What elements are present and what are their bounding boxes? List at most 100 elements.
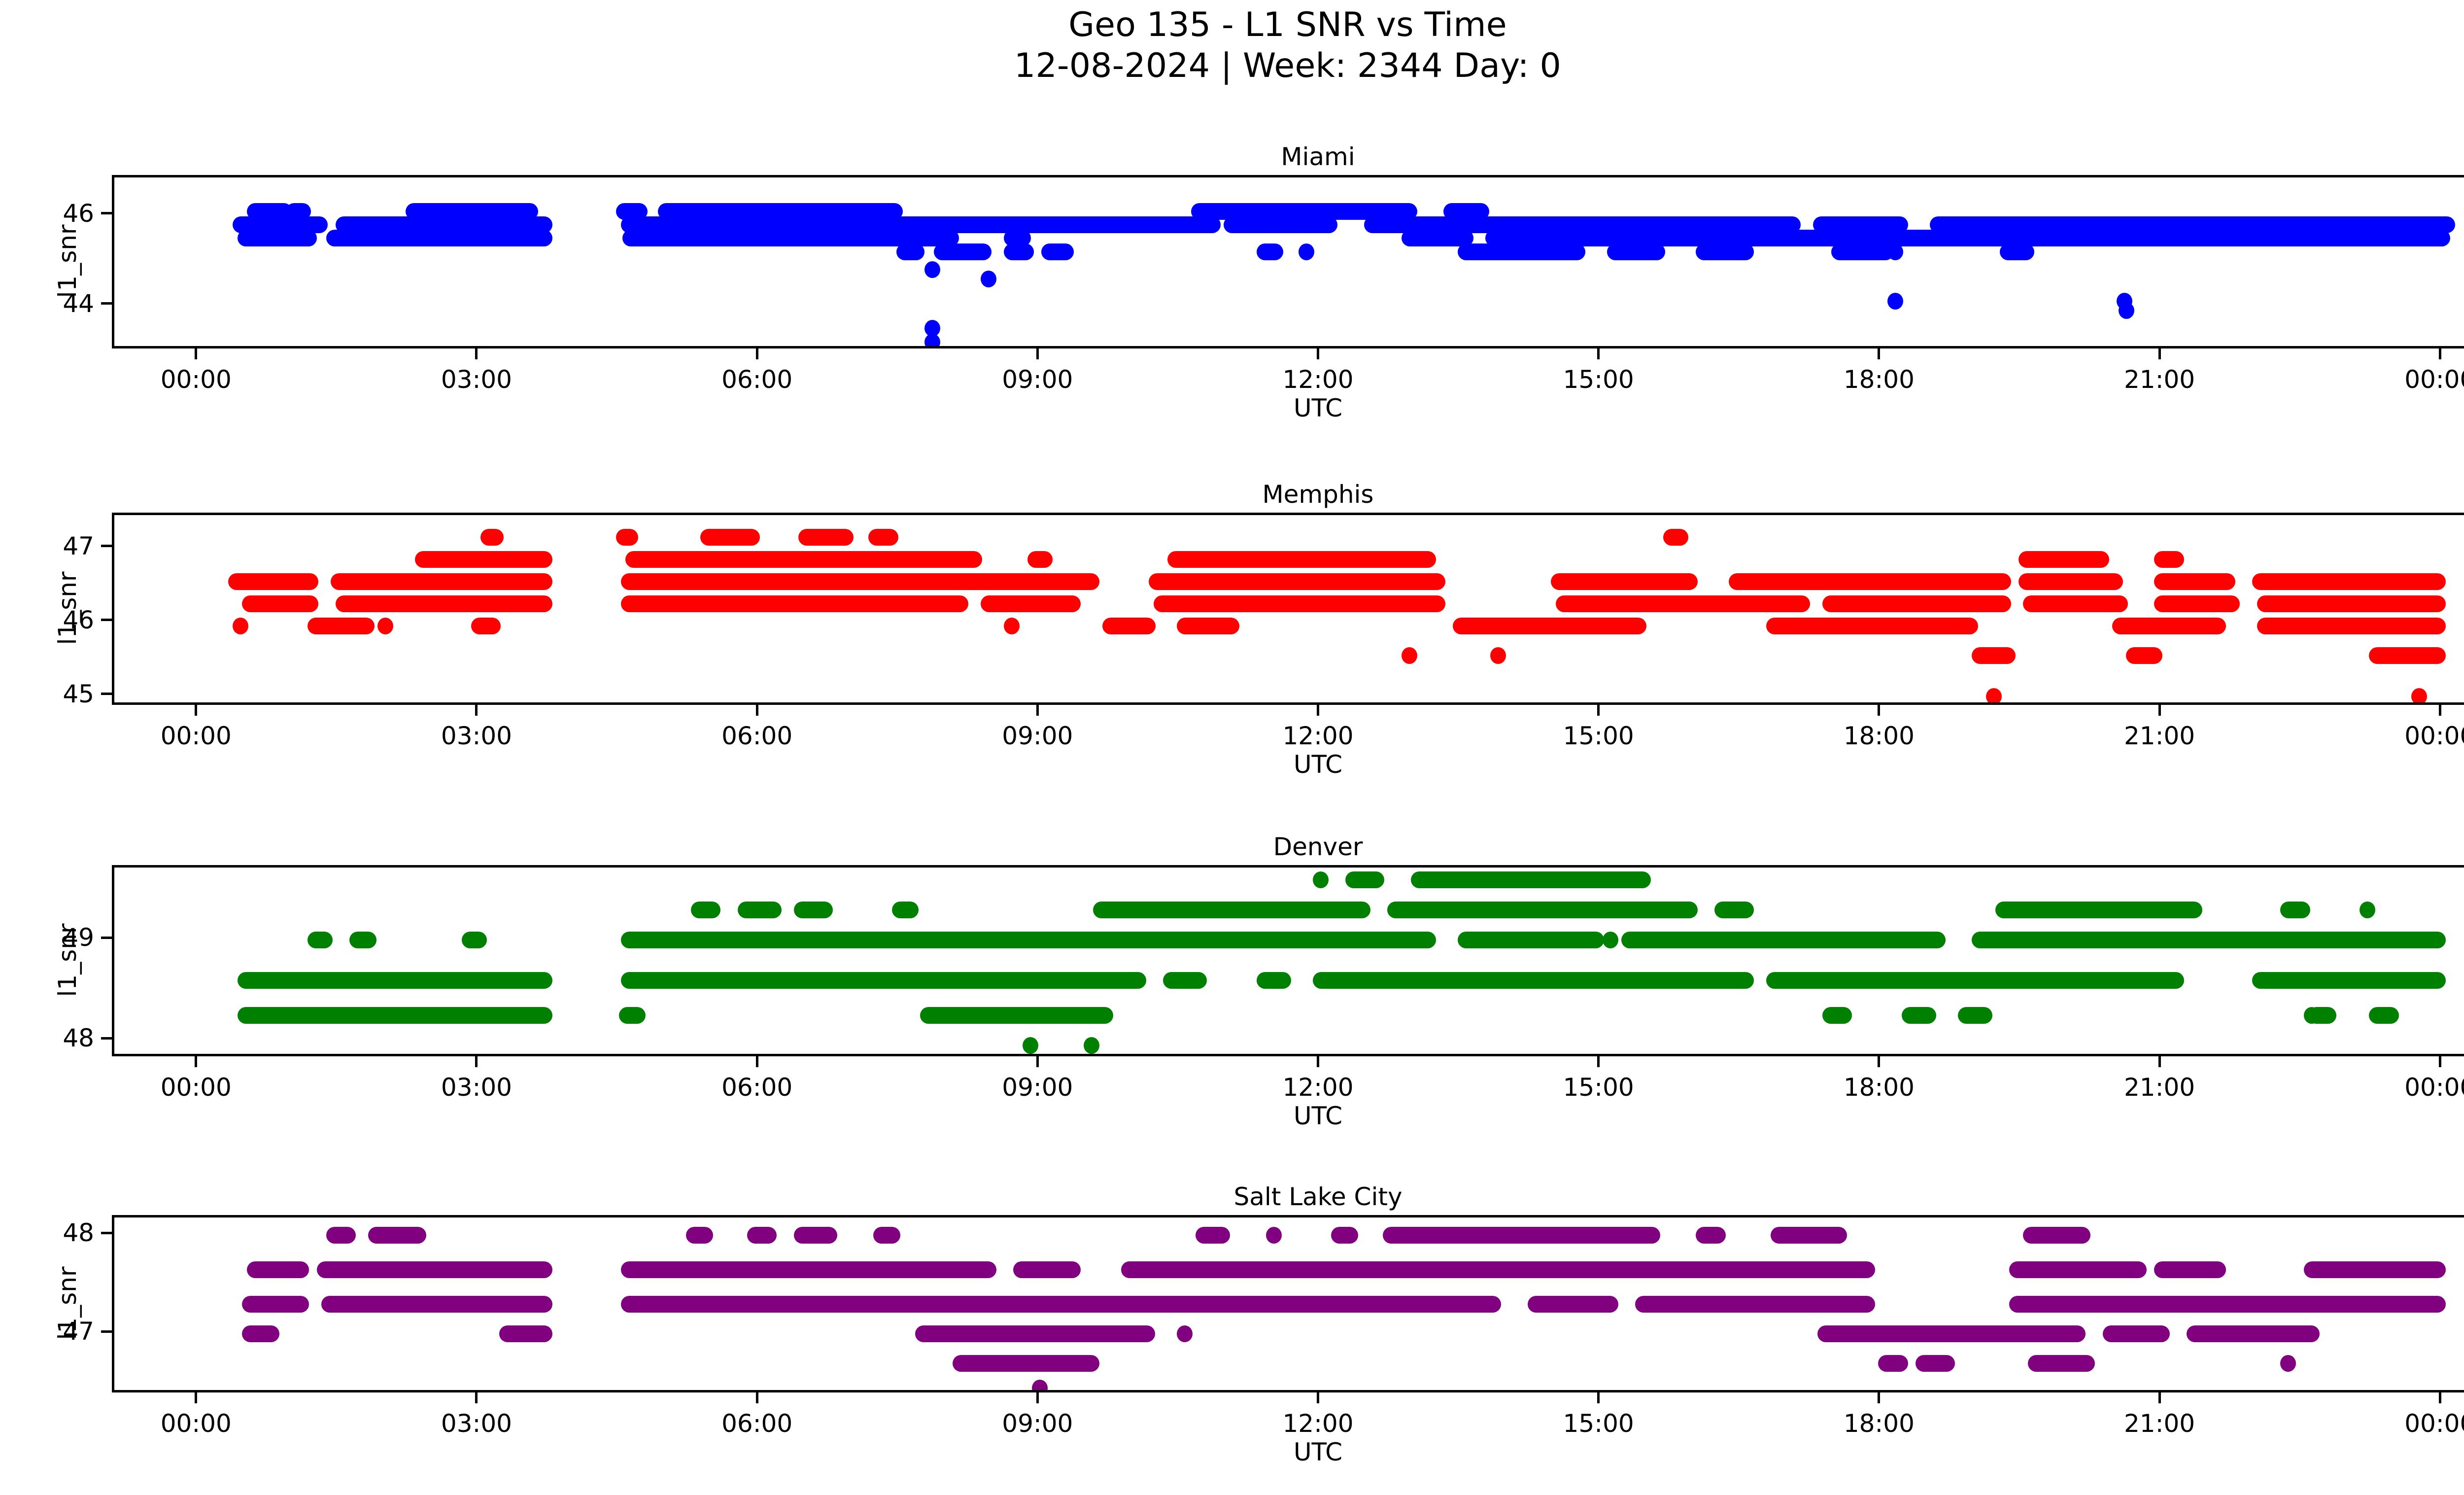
data-point-run bbox=[2023, 595, 2128, 612]
data-point-run bbox=[1457, 932, 1605, 949]
data-point-run bbox=[349, 932, 377, 949]
data-point-run bbox=[920, 1007, 1114, 1024]
data-point bbox=[1602, 932, 1618, 949]
data-point-run bbox=[326, 1227, 356, 1244]
data-point-run bbox=[1196, 1227, 1231, 1244]
data-point-run bbox=[1817, 1325, 2086, 1342]
y-tick-label: 47 bbox=[63, 1317, 94, 1346]
x-tick-label: 06:00 bbox=[721, 1409, 793, 1438]
data-point-run bbox=[873, 1227, 900, 1244]
data-point-run bbox=[2257, 618, 2446, 634]
figure-suptitle: Geo 135 - L1 SNR vs Time 12-08-2024 | We… bbox=[0, 5, 2464, 87]
x-tick: 03:00 bbox=[441, 705, 512, 750]
data-point-run bbox=[1878, 1355, 1908, 1372]
x-tick-label: 03:00 bbox=[441, 1073, 512, 1102]
y-tick: 45 bbox=[63, 680, 112, 708]
y-tick-label: 45 bbox=[63, 679, 94, 708]
x-tick-label: 15:00 bbox=[1563, 722, 1634, 750]
subplot-memphis: Memphis l1_snr UTC 47 46 45 00:00 03:00 06:00 09:… bbox=[53, 480, 2464, 779]
data-point-run bbox=[307, 618, 375, 634]
data-point bbox=[1032, 1380, 1048, 1390]
data-point-run bbox=[1004, 230, 1031, 247]
x-tick-mark bbox=[2158, 1056, 2161, 1067]
x-tick: 09:00 bbox=[1002, 1392, 1073, 1438]
x-tick: 18:00 bbox=[1844, 348, 1915, 394]
y-tick-label: 49 bbox=[63, 923, 94, 952]
data-point-run bbox=[1191, 203, 1417, 220]
x-tick-label: 09:00 bbox=[1002, 1073, 1073, 1102]
data-point-run bbox=[321, 1296, 552, 1313]
x-tick-mark bbox=[195, 1392, 198, 1403]
x-tick-label: 21:00 bbox=[2124, 722, 2195, 750]
x-tick: 21:00 bbox=[2124, 1056, 2195, 1102]
y-tick-label: 47 bbox=[63, 531, 94, 560]
x-tick-mark bbox=[1597, 1056, 1600, 1067]
y-tick-label: 48 bbox=[63, 1218, 94, 1247]
data-point-run bbox=[1822, 595, 2011, 612]
subplot-salt-lake-city: Salt Lake City l1_snr UTC 48 47 00:00 03:00 06:… bbox=[53, 1182, 2464, 1466]
data-point-run bbox=[1831, 243, 1894, 260]
data-point bbox=[2360, 901, 2376, 918]
data-point-run bbox=[618, 1007, 646, 1024]
x-axis-label: UTC bbox=[1293, 394, 1343, 422]
x-tick-mark bbox=[1878, 1392, 1881, 1403]
y-tick-mark bbox=[101, 619, 112, 621]
data-point-run bbox=[1382, 1227, 1661, 1244]
data-point bbox=[1312, 871, 1329, 888]
x-tick-label: 06:00 bbox=[721, 1073, 793, 1102]
x-axis-label: UTC bbox=[1293, 1438, 1343, 1466]
data-point bbox=[1457, 1296, 1473, 1313]
x-tick-label: 15:00 bbox=[1563, 365, 1634, 394]
data-point-run bbox=[1714, 901, 1754, 918]
data-point-run bbox=[1696, 1227, 1726, 1244]
data-point-run bbox=[798, 529, 854, 546]
x-tick: 12:00 bbox=[1282, 705, 1354, 750]
data-point bbox=[1691, 932, 1707, 949]
data-point-run bbox=[2009, 1296, 2446, 1313]
x-tick-label: 12:00 bbox=[1282, 365, 1354, 394]
data-point-run bbox=[2023, 1227, 2090, 1244]
subplot-denver: Denver l1_snr UTC 49 48 00:00 03:00 06:00 09:00 1… bbox=[53, 833, 2464, 1130]
y-tick: 48 bbox=[63, 1024, 112, 1052]
data-point-run bbox=[2257, 595, 2446, 612]
x-tick: 00:00 bbox=[2404, 1056, 2464, 1102]
y-tick-mark bbox=[101, 212, 112, 215]
data-point-run bbox=[2187, 1325, 2320, 1342]
x-tick-mark bbox=[1036, 348, 1039, 359]
data-point-run bbox=[1167, 551, 1436, 568]
data-point-run bbox=[2102, 1325, 2170, 1342]
data-point-run bbox=[335, 216, 552, 233]
data-point-run bbox=[1822, 1007, 1852, 1024]
data-point-run bbox=[242, 1325, 279, 1342]
data-point-run bbox=[2154, 551, 2184, 568]
data-point bbox=[2118, 302, 2134, 319]
subplot-title: Miami bbox=[1281, 142, 1355, 171]
x-tick: 06:00 bbox=[721, 348, 792, 394]
data-point-run bbox=[625, 551, 983, 568]
x-tick-mark bbox=[1878, 705, 1881, 716]
data-point bbox=[2140, 647, 2156, 664]
x-tick-mark bbox=[1597, 705, 1600, 716]
x-tick: 18:00 bbox=[1844, 1392, 1915, 1438]
data-point-run bbox=[622, 230, 959, 247]
x-tick-mark bbox=[195, 705, 198, 716]
x-tick-label: 12:00 bbox=[1282, 1409, 1354, 1438]
x-tick-mark bbox=[1878, 1056, 1881, 1067]
x-tick-mark bbox=[1036, 705, 1039, 716]
x-tick-mark bbox=[2158, 705, 2161, 716]
data-point-run bbox=[1256, 243, 1284, 260]
x-tick-label: 15:00 bbox=[1563, 1073, 1634, 1102]
x-tick-mark bbox=[1317, 348, 1319, 359]
x-tick-label: 00:00 bbox=[2404, 722, 2464, 750]
data-point-run bbox=[2252, 573, 2446, 590]
data-point-run bbox=[1093, 901, 1370, 918]
data-point-run bbox=[1485, 230, 2451, 247]
data-point-run bbox=[2000, 243, 2034, 260]
data-point-run bbox=[1901, 1007, 1936, 1024]
data-point-run bbox=[1312, 972, 1754, 989]
x-tick: 00:00 bbox=[2404, 348, 2464, 394]
data-point bbox=[924, 333, 941, 346]
x-tick: 09:00 bbox=[1002, 1056, 1073, 1102]
data-point-run bbox=[953, 1355, 1099, 1372]
